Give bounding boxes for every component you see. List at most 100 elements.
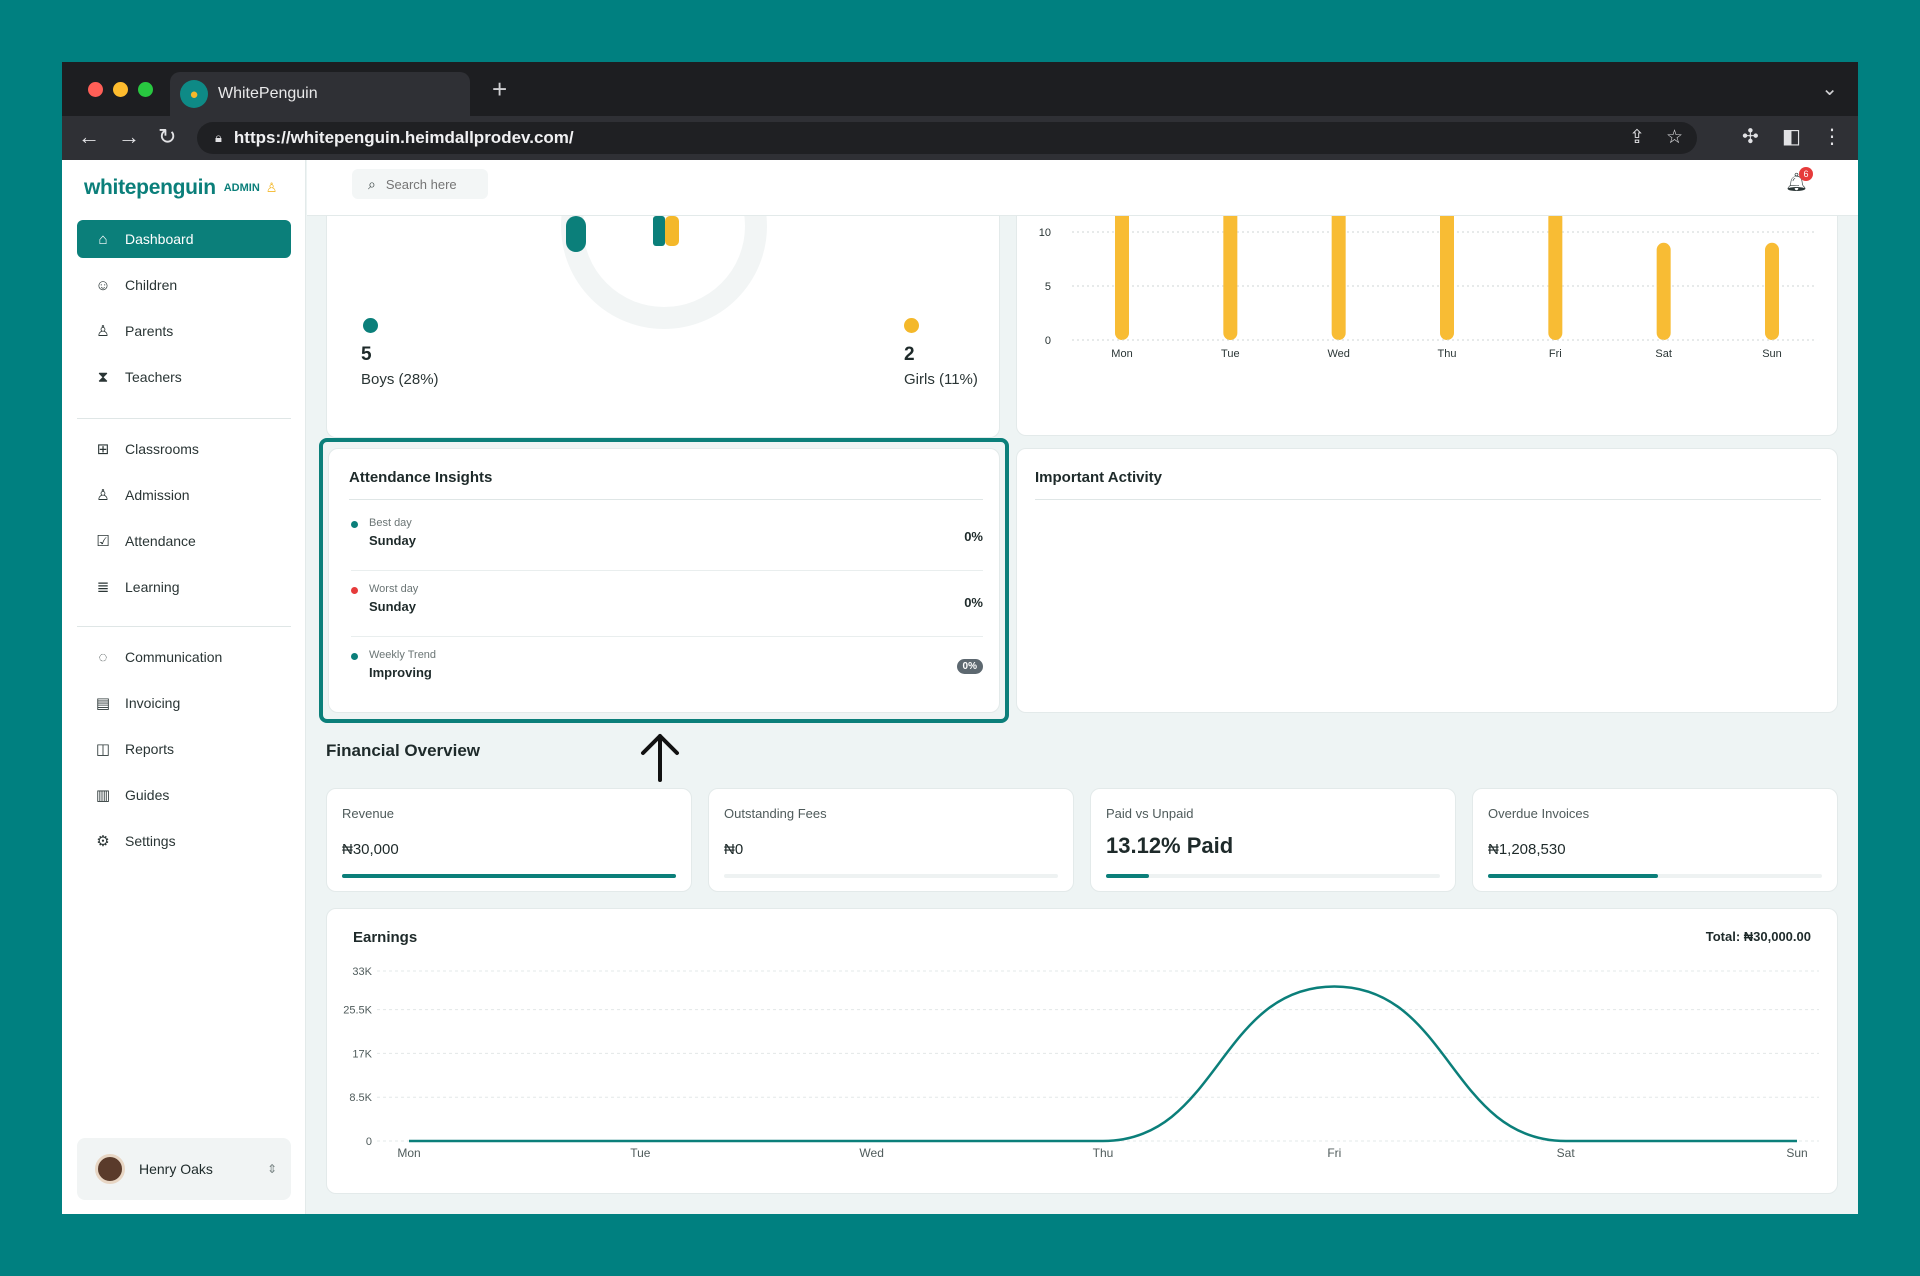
sidebar-item-label: Reports xyxy=(125,741,175,757)
x-tick-label: Fri xyxy=(1327,1146,1341,1160)
book-icon: ≣ xyxy=(96,579,110,596)
stat-label: Outstanding Fees xyxy=(724,806,827,821)
extensions-puzzle-icon[interactable]: ✣ xyxy=(1742,126,1759,148)
x-tick-label: Fri xyxy=(1549,348,1562,360)
stat-card-overdue-invoices[interactable]: Overdue Invoices ₦1,208,530 xyxy=(1472,788,1838,892)
logo[interactable]: whitepenguin ADMIN ♙ xyxy=(84,176,277,200)
sidebar-item-label: Classrooms xyxy=(125,441,199,457)
x-tick-label: Thu xyxy=(1093,1146,1114,1160)
sidebar-item-attendance[interactable]: ☑ Attendance xyxy=(77,522,291,560)
check-square-icon: ☑ xyxy=(96,533,110,550)
y-tick-label: 0 xyxy=(366,1136,372,1148)
important-activity-title: Important Activity xyxy=(1035,469,1162,486)
boys-segment xyxy=(566,216,586,252)
url-text[interactable]: https://whitepenguin.heimdallprodev.com/ xyxy=(233,128,574,147)
sidebar-item-settings[interactable]: ⚙ Settings xyxy=(77,822,291,860)
sidebar-item-guides[interactable]: ▥ Guides xyxy=(77,776,291,814)
sidebar-item-learning[interactable]: ≣ Learning xyxy=(77,568,291,606)
card-divider xyxy=(349,499,983,500)
stat-progress-fill xyxy=(1106,874,1150,878)
sidebar: whitepenguin ADMIN ♙ ⌂ Dashboard ☺ Children… xyxy=(62,160,306,1214)
insight-label: Best day xyxy=(369,517,412,529)
y-tick-label: 10 xyxy=(1039,227,1051,239)
sidebar-item-reports[interactable]: ◫ Reports xyxy=(77,730,291,768)
stat-value: ₦1,208,530 xyxy=(1488,841,1566,858)
stat-label: Revenue xyxy=(342,806,395,821)
search-input[interactable] xyxy=(385,176,476,192)
sidebar-item-label: Admission xyxy=(125,487,190,503)
insight-value: Sunday xyxy=(369,599,416,614)
browser-tab[interactable]: ● WhitePenguin xyxy=(170,72,470,116)
boys-label: Boys (28%) xyxy=(361,371,439,388)
stat-value: ₦30,000 xyxy=(342,841,399,858)
x-tick-label: Thu xyxy=(1438,348,1457,360)
close-window-button[interactable] xyxy=(88,82,103,97)
gear-icon: ⚙ xyxy=(96,833,110,850)
insight-percentage: 0% xyxy=(964,595,983,610)
stat-card-revenue[interactable]: Revenue ₦30,000 xyxy=(326,788,692,892)
sidebar-divider xyxy=(77,418,291,419)
sidebar-item-children[interactable]: ☺ Children xyxy=(77,266,291,304)
insight-status-dot xyxy=(351,521,358,528)
x-tick-label: Mon xyxy=(1111,348,1132,360)
minimize-window-button[interactable] xyxy=(113,82,128,97)
grid-icon: ⊞ xyxy=(96,441,110,458)
new-tab-button[interactable]: + xyxy=(492,74,508,104)
sidebar-item-label: Dashboard xyxy=(125,231,194,247)
sidebar-item-teachers[interactable]: ⧗ Teachers xyxy=(77,358,291,396)
chart-icon: ◫ xyxy=(95,741,111,758)
user-add-icon: ♙ xyxy=(96,487,110,504)
chat-icon: ◌ xyxy=(98,648,108,666)
stat-progress-track xyxy=(724,874,1058,878)
x-tick-label: Tue xyxy=(1221,348,1240,360)
stat-card-outstanding-fees[interactable]: Outstanding Fees ₦0 xyxy=(708,788,1074,892)
sidebar-item-admission[interactable]: ♙ Admission xyxy=(77,476,291,514)
reload-icon[interactable]: ↻ xyxy=(158,124,177,149)
x-tick-label: Sun xyxy=(1762,348,1782,360)
bar-wed xyxy=(1331,199,1346,340)
x-tick-label: Mon xyxy=(397,1146,420,1160)
sidebar-item-parents[interactable]: ♙ Parents xyxy=(77,312,291,350)
forward-arrow-icon[interactable]: → xyxy=(118,124,140,149)
x-tick-label: Wed xyxy=(859,1146,883,1160)
y-tick-label: 8.5K xyxy=(349,1092,372,1104)
chevron-updown-icon: ⇕ xyxy=(266,1162,277,1176)
maximize-window-button[interactable] xyxy=(138,82,153,97)
stat-card-paid-vs-unpaid[interactable]: Paid vs Unpaid 13.12% Paid xyxy=(1090,788,1456,892)
attendance-insights-title: Attendance Insights xyxy=(349,469,493,486)
x-tick-label: Sun xyxy=(1786,1146,1807,1160)
gender-donut-chart xyxy=(561,168,767,329)
girls-segment xyxy=(665,216,679,246)
sidebar-item-dashboard[interactable]: ⌂ Dashboard xyxy=(77,220,291,258)
home-icon: ⌂ xyxy=(98,230,108,248)
sidebar-item-communication[interactable]: ◌ Communication xyxy=(77,638,291,676)
insight-value: Sunday xyxy=(369,533,416,548)
sidebar-item-label: Attendance xyxy=(125,533,196,549)
bookmark-star-icon[interactable]: ☆ xyxy=(1665,127,1683,148)
notification-count-badge: 6 xyxy=(1799,167,1813,181)
lock-icon: 🔒︎ xyxy=(215,130,222,145)
girls-label: Girls (11%) xyxy=(904,371,978,388)
stat-progress-track xyxy=(1488,874,1822,878)
tab-search-chevron-icon[interactable]: ⌄ xyxy=(1821,78,1838,100)
insight-percentage: 0% xyxy=(964,529,983,544)
sidebar-item-invoicing[interactable]: ▤ Invoicing xyxy=(77,684,291,722)
back-arrow-icon[interactable]: ← xyxy=(78,124,100,149)
side-panel-icon[interactable]: ◧ xyxy=(1782,126,1801,148)
sidebar-item-label: Invoicing xyxy=(125,695,181,711)
boys-legend-dot xyxy=(363,318,378,333)
user-profile-switcher[interactable]: Henry Oaks ⇕ xyxy=(77,1138,291,1200)
earnings-card: Earnings Total: ₦30,000.00 0 8.5K 17K 25.5K… xyxy=(326,908,1838,1194)
share-icon[interactable]: ⇪ xyxy=(1629,127,1645,148)
girls-count: 2 xyxy=(904,344,915,365)
search-box[interactable]: ⌕ xyxy=(352,169,488,199)
address-bar[interactable]: 🔒︎ https://whitepenguin.heimdallprodev.c… xyxy=(197,122,1697,154)
attendance-insights-card: Attendance Insights Best day Sunday 0% Wors… xyxy=(328,448,1000,713)
sidebar-item-label: Settings xyxy=(125,833,176,849)
sidebar-item-label: Parents xyxy=(125,323,174,339)
insight-status-dot xyxy=(351,653,358,660)
insight-status-dot xyxy=(351,587,358,594)
browser-menu-icon[interactable]: ⋮ xyxy=(1822,126,1842,148)
sidebar-item-classrooms[interactable]: ⊞ Classrooms xyxy=(77,430,291,468)
avatar xyxy=(95,1154,125,1184)
